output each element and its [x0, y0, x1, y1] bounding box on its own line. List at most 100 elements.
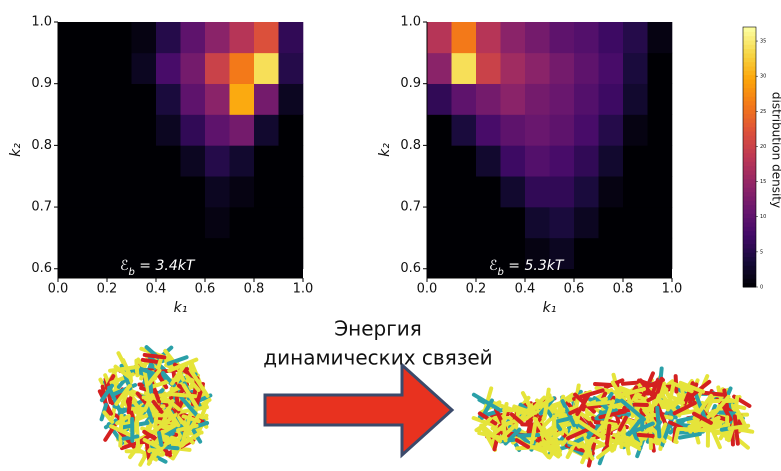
colorbar-step	[743, 239, 756, 245]
heat-cell	[156, 207, 181, 239]
heat-cell	[476, 22, 501, 54]
molecule-stick	[659, 378, 671, 399]
molecule-stick	[654, 399, 668, 427]
colorbar-step	[743, 35, 756, 41]
heat-cell	[427, 114, 452, 146]
heat-cell	[574, 114, 599, 146]
molecule-stick	[471, 416, 496, 428]
molecule-stick	[114, 384, 132, 406]
colorbar-step	[743, 269, 756, 275]
molecule-stick	[677, 432, 702, 440]
annotation: ℰb = 5.3kT	[489, 258, 565, 278]
molecule-stick	[144, 395, 157, 415]
molecule-stick	[108, 364, 140, 373]
heat-cell	[647, 207, 673, 239]
colorbar-tick-label: 5	[760, 249, 763, 255]
colorbar-step	[743, 109, 756, 115]
heat-cell	[82, 207, 108, 239]
molecule-stick	[477, 411, 498, 426]
heat-cell	[476, 145, 501, 177]
molecule-stick	[179, 395, 200, 418]
colorbar-step	[743, 48, 756, 54]
annotation-part: = 3.4kT	[135, 258, 196, 274]
molecule-stick	[535, 396, 554, 411]
heat-cell	[451, 22, 477, 54]
colorbar-step	[743, 222, 756, 227]
heat-cell	[598, 52, 624, 84]
heat-cell	[82, 114, 108, 146]
molecule-stick	[99, 383, 114, 403]
colorbar-step	[743, 70, 756, 76]
y-tick-label: 0.8	[400, 138, 421, 153]
y-tick-label: 0.7	[400, 200, 421, 215]
heat-cell	[131, 237, 157, 270]
heat-cell	[574, 83, 599, 115]
heat-cell	[131, 176, 157, 208]
heat-cell	[58, 237, 83, 270]
molecule-stick	[102, 410, 115, 424]
molecule-stick	[683, 427, 714, 433]
heat-cell	[156, 83, 181, 115]
molecule-stick	[103, 418, 118, 430]
colorbar-step	[743, 31, 756, 37]
heat-cell	[598, 207, 624, 239]
heat-cell	[623, 237, 648, 270]
colorbar-step	[743, 83, 756, 89]
heat-cell	[427, 52, 452, 84]
molecule-stick	[184, 374, 201, 393]
molecule-stick	[732, 414, 740, 446]
colorbar-step	[743, 40, 756, 45]
heat-cell	[107, 176, 132, 208]
heat-cell	[58, 176, 83, 208]
heat-cell	[647, 114, 673, 146]
heat-cell	[229, 114, 255, 146]
heat-cell	[180, 176, 206, 208]
x-tick-label: 0.6	[564, 282, 585, 297]
colorbar-step	[743, 92, 756, 97]
annotation: ℰb = 3.4kT	[120, 258, 196, 278]
annotation-part: = 5.3kT	[504, 258, 565, 274]
heat-cell	[427, 22, 452, 54]
heat-cell	[131, 52, 157, 84]
heat-cell	[549, 83, 575, 115]
molecule-stick	[732, 403, 749, 430]
colorbar-tick-label: 20	[760, 144, 766, 150]
heat-cell	[549, 207, 575, 239]
heat-cell	[58, 22, 83, 54]
colorbar-step	[743, 87, 756, 93]
molecule-stick	[134, 358, 140, 378]
molecule-stick	[604, 423, 612, 446]
molecule-stick	[140, 357, 160, 365]
colorbar-step	[743, 248, 756, 253]
heat-cell	[574, 22, 599, 54]
heat-cell	[180, 207, 206, 239]
colorbar-step	[743, 265, 756, 271]
molecule-stick	[100, 384, 110, 418]
heat-cell	[427, 83, 452, 115]
colorbar-step	[743, 187, 756, 193]
heat-cell	[500, 83, 526, 115]
y-tick-label: 0.9	[400, 76, 421, 91]
colorbar-step	[743, 209, 756, 214]
y-tick-label: 0.8	[31, 138, 52, 153]
y-tick-label: 0.6	[400, 261, 421, 276]
molecule-stick	[126, 396, 133, 415]
colorbar-step	[743, 178, 756, 184]
colorbar-frame	[742, 26, 757, 288]
heat-cell	[58, 52, 83, 84]
x-tick-label: 1.0	[293, 282, 314, 297]
colorbar-step	[743, 217, 756, 223]
colorbar-step	[743, 235, 756, 240]
molecule-stick	[135, 391, 150, 407]
molecule-stick	[539, 441, 561, 459]
colorbar-step	[743, 135, 756, 141]
molecule-stick	[115, 413, 131, 426]
x-tick-label: 0.0	[48, 282, 69, 297]
heat-cell	[525, 114, 550, 146]
molecule-stick	[598, 409, 627, 420]
heat-cell	[525, 145, 550, 177]
molecule-stick	[146, 368, 162, 386]
arrow-shape	[263, 361, 455, 459]
colorbar-step	[743, 27, 756, 32]
heat-cell	[82, 83, 108, 115]
